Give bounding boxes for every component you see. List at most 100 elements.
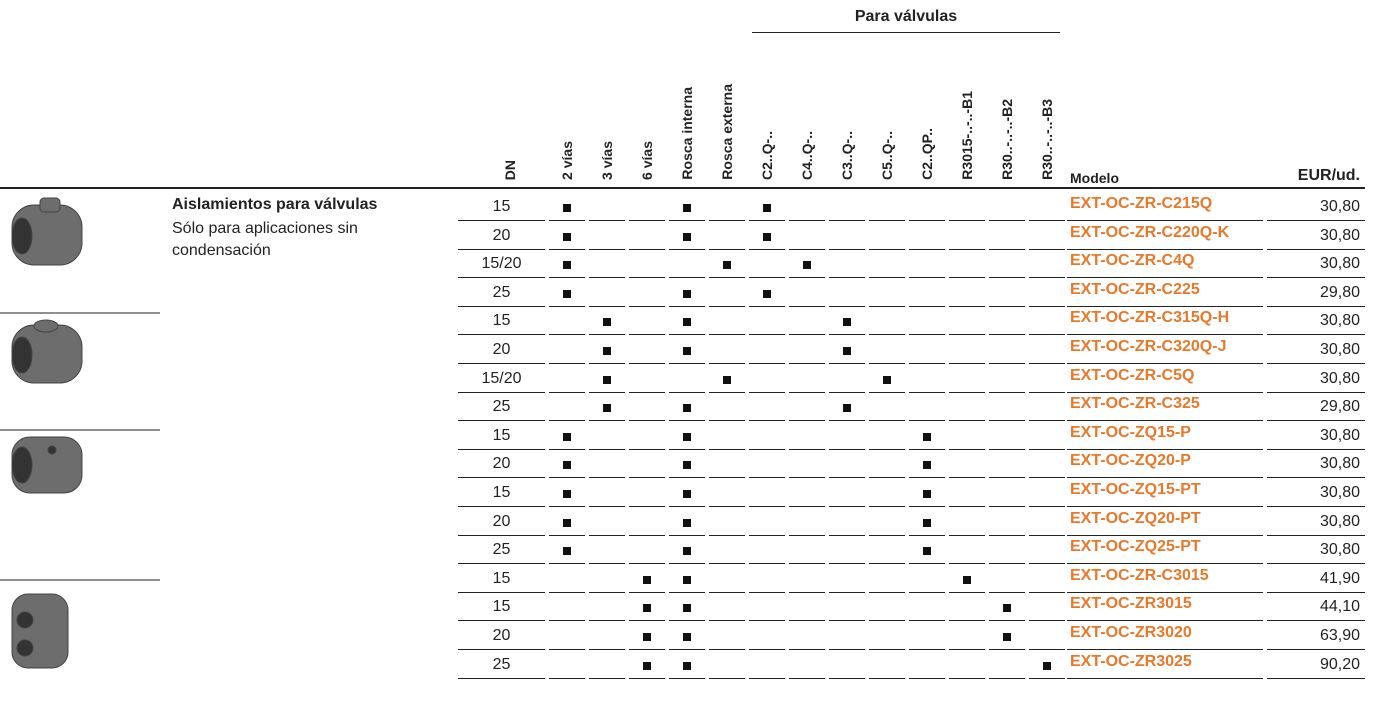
row-rule (458, 448, 545, 450)
price: 44,10 (1319, 598, 1360, 616)
row-rule (989, 506, 1025, 507)
row-rule (1029, 563, 1065, 565)
column-header: C4..Q-.. (799, 130, 815, 180)
row-rule (549, 277, 585, 279)
row-rule (709, 534, 745, 536)
price: 30,80 (1319, 455, 1360, 473)
row-rule (749, 277, 785, 279)
check-mark (643, 575, 651, 584)
check-mark (563, 518, 571, 527)
row-rule (549, 420, 585, 422)
row-rule (629, 248, 665, 250)
row-rule (829, 534, 865, 536)
row-rule (709, 220, 745, 221)
model: EXT-OC-ZR-C3015 (1070, 566, 1209, 584)
check-mark (923, 518, 931, 527)
row-rule (909, 534, 945, 536)
check-mark (563, 289, 571, 298)
model: EXT-OC-ZQ25-PT (1070, 538, 1201, 556)
row-rule (549, 591, 585, 593)
check-mark (603, 404, 611, 413)
check-mark (883, 375, 891, 384)
row-rule (549, 363, 585, 364)
row-rule (458, 391, 545, 393)
row-rule (549, 506, 585, 507)
check-mark (683, 575, 691, 584)
row-rule (629, 334, 665, 336)
row-rule (589, 591, 625, 593)
column-header: C2..Q-.. (759, 130, 775, 180)
column-header: Modelo (1070, 170, 1119, 186)
dn: 15 (492, 484, 511, 501)
check-mark (563, 461, 571, 470)
row-rule (629, 391, 665, 393)
row-rule (749, 363, 785, 364)
row-rule (1267, 248, 1365, 250)
row-rule (869, 506, 905, 507)
check-mark (763, 289, 771, 298)
row-rule (629, 305, 665, 307)
row-rule (458, 420, 545, 422)
row-rule (749, 477, 785, 479)
check-mark (763, 204, 771, 212)
product-description: Sólo para aplicaciones sin condensación (172, 220, 358, 259)
row-rule (1267, 420, 1365, 422)
row-rule (669, 649, 705, 650)
row-rule (749, 677, 785, 679)
row-rule (789, 448, 825, 450)
dn: 15/20 (481, 369, 522, 387)
row-rule (669, 334, 705, 336)
row-rule (1029, 534, 1065, 536)
row-rule (669, 591, 705, 593)
row-rule (458, 677, 545, 679)
row-rule (789, 534, 825, 536)
row-rule (909, 420, 945, 422)
row-rule (629, 620, 665, 622)
row-rule (869, 649, 905, 650)
row-rule (749, 591, 785, 593)
row-rule (1067, 220, 1263, 221)
column-header: C5..Q-.. (879, 130, 895, 180)
model: EXT-OC-ZR-C325 (1070, 395, 1200, 413)
row-rule (949, 591, 985, 593)
row-rule (1029, 448, 1065, 450)
row-rule (749, 649, 785, 650)
row-rule (1067, 563, 1263, 565)
row-rule (1267, 305, 1365, 307)
row-rule (589, 220, 625, 221)
row-rule (589, 677, 625, 679)
check-mark (563, 232, 571, 241)
row-rule (669, 534, 705, 536)
row-rule (669, 277, 705, 279)
row-rule (829, 277, 865, 279)
row-rule (949, 534, 985, 536)
model: EXT-OC-ZR-C215Q (1070, 195, 1213, 212)
row-rule (989, 420, 1025, 422)
row-rule (989, 677, 1025, 679)
row-rule (989, 649, 1025, 650)
row-rule (909, 506, 945, 507)
row-rule (949, 277, 985, 279)
row-rule (1067, 677, 1263, 679)
row-rule (989, 220, 1025, 221)
row-rule (629, 591, 665, 593)
row-rule (709, 563, 745, 565)
check-mark (963, 575, 971, 584)
row-rule (709, 277, 745, 279)
dn: 20 (492, 627, 511, 644)
row-rule (709, 649, 745, 650)
row-rule (1067, 277, 1263, 279)
check-mark (843, 347, 851, 355)
row-rule (789, 591, 825, 593)
price: 29,80 (1319, 283, 1360, 301)
row-rule (989, 391, 1025, 393)
row-rule (829, 420, 865, 422)
row-rule (1267, 363, 1365, 364)
row-rule (1067, 620, 1263, 622)
row-rule (589, 477, 625, 479)
row-rule (458, 248, 545, 250)
row-rule (829, 334, 865, 336)
row-rule (1267, 649, 1365, 650)
row-rule (1267, 220, 1365, 221)
row-rule (989, 334, 1025, 336)
